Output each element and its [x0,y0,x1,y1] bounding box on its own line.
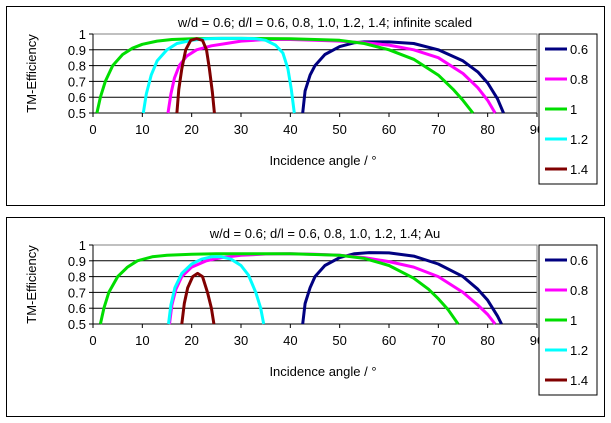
x-tick-label: 60 [382,333,396,348]
chart-infinite-scaled: w/d = 0.6; d/l = 0.6, 0.8, 1.0, 1.2, 1.4… [24,15,598,185]
x-axis-title: Incidence angle / ° [269,364,376,379]
x-tick-label: 70 [431,333,445,348]
x-tick-label: 30 [234,122,248,137]
x-tick-label: 40 [283,122,297,137]
y-axis-title: TM-Efficiency [24,34,39,113]
x-tick-label: 10 [135,333,149,348]
x-tick-label: 0 [89,122,96,137]
legend-label: 1.2 [570,132,588,147]
x-tick-label: 80 [480,122,494,137]
series-line-0-6 [301,40,505,114]
y-tick-label: 0.7 [68,74,86,89]
x-tick-label: 50 [332,333,346,348]
y-tick-label: 0.7 [68,285,86,300]
y-tick-label: 0.8 [68,59,86,74]
y-tick-label: 0.6 [68,90,86,105]
y-tick-label: 0.5 [68,106,86,121]
legend-label: 0.8 [570,283,588,298]
x-tick-label: 80 [480,333,494,348]
legend-label: 1 [570,313,577,328]
chart-title: w/d = 0.6; d/l = 0.6, 0.8, 1.0, 1.2, 1.4… [177,15,472,30]
x-tick-label: 20 [184,122,198,137]
x-tick-label: 30 [234,333,248,348]
chart-au: w/d = 0.6; d/l = 0.6, 0.8, 1.0, 1.2, 1.4… [24,226,598,396]
x-tick-label: 0 [89,333,96,348]
series-line-1 [98,252,460,325]
legend-label: 0.6 [570,253,588,268]
x-tick-label: 40 [283,333,297,348]
legend-label: 0.6 [570,42,588,57]
series-line-1-4 [175,37,216,114]
x-tick-label: 70 [431,122,445,137]
y-tick-label: 0.5 [68,317,86,332]
chart-title: w/d = 0.6; d/l = 0.6, 0.8, 1.0, 1.2, 1.4… [209,226,441,241]
legend-label: 1.4 [570,162,588,177]
legend-label: 0.8 [570,72,588,87]
y-tick-label: 1 [79,238,86,253]
x-axis-title: Incidence angle / ° [269,153,376,168]
y-tick-label: 0.8 [68,270,86,285]
legend-label: 1 [570,102,577,117]
y-tick-label: 1 [79,27,86,42]
y-tick-label: 0.9 [68,254,86,269]
series-line-0-8 [168,252,497,325]
legend-label: 1.2 [570,343,588,358]
series-line-1-4 [180,271,216,325]
series-line-0-6 [301,251,503,325]
x-tick-label: 50 [332,122,346,137]
series-line-1-2 [167,255,266,325]
legend-label: 1.4 [570,373,588,388]
chart-panel-top: w/d = 0.6; d/l = 0.6, 0.8, 1.0, 1.2, 1.4… [6,6,605,206]
x-tick-label: 20 [184,333,198,348]
x-tick-label: 10 [135,122,149,137]
y-axis-title: TM-Efficiency [24,245,39,324]
legend-box [538,244,598,396]
x-tick-label: 60 [382,122,396,137]
y-tick-label: 0.9 [68,43,86,58]
y-tick-label: 0.6 [68,301,86,316]
chart-panel-bottom: w/d = 0.6; d/l = 0.6, 0.8, 1.0, 1.2, 1.4… [6,217,605,417]
series-line-1-2 [141,36,296,114]
plot-area-border [92,33,538,114]
